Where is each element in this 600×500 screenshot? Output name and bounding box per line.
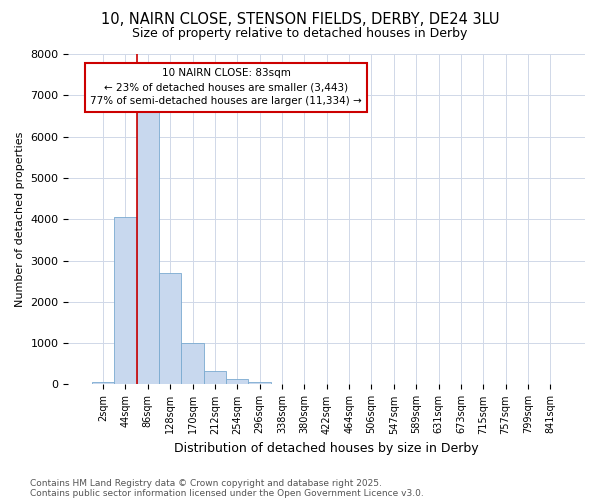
- Bar: [204, 371, 226, 384]
- Bar: [226, 380, 248, 384]
- Text: Contains HM Land Registry data © Crown copyright and database right 2025.: Contains HM Land Registry data © Crown c…: [30, 478, 382, 488]
- Text: Contains public sector information licensed under the Open Government Licence v3: Contains public sector information licen…: [30, 488, 424, 498]
- Y-axis label: Number of detached properties: Number of detached properties: [15, 132, 25, 307]
- Bar: [181, 343, 204, 384]
- Bar: [92, 382, 114, 384]
- Bar: [159, 273, 181, 384]
- Bar: [137, 110, 159, 384]
- Bar: [114, 217, 137, 384]
- Text: 10 NAIRN CLOSE: 83sqm
← 23% of detached houses are smaller (3,443)
77% of semi-d: 10 NAIRN CLOSE: 83sqm ← 23% of detached …: [90, 68, 362, 106]
- Bar: [248, 382, 271, 384]
- Text: Size of property relative to detached houses in Derby: Size of property relative to detached ho…: [133, 28, 467, 40]
- Text: 10, NAIRN CLOSE, STENSON FIELDS, DERBY, DE24 3LU: 10, NAIRN CLOSE, STENSON FIELDS, DERBY, …: [101, 12, 499, 28]
- X-axis label: Distribution of detached houses by size in Derby: Distribution of detached houses by size …: [175, 442, 479, 455]
